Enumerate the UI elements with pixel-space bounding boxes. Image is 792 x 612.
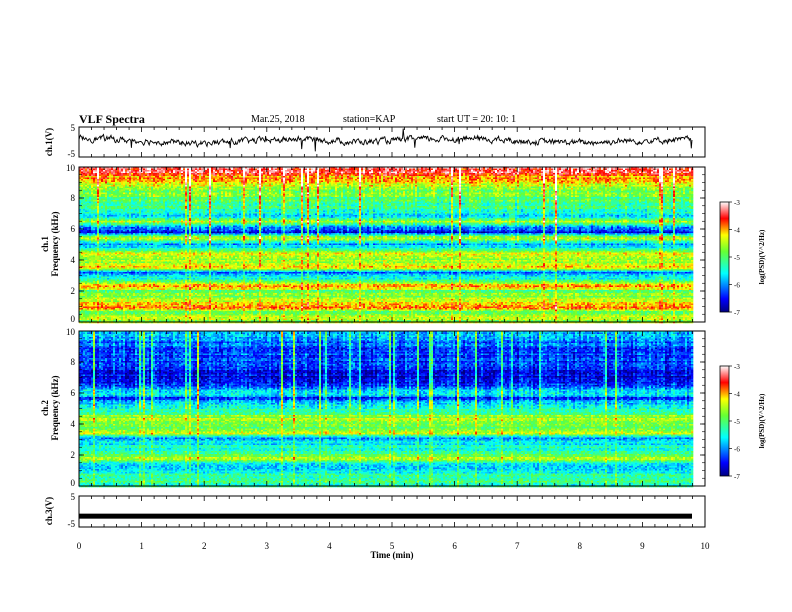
- vlf-spectra-figure: 5-5024681002468105-5ch.1(V)ch.1 Frequency…: [0, 0, 792, 612]
- ch1-spectrogram: [79, 167, 693, 323]
